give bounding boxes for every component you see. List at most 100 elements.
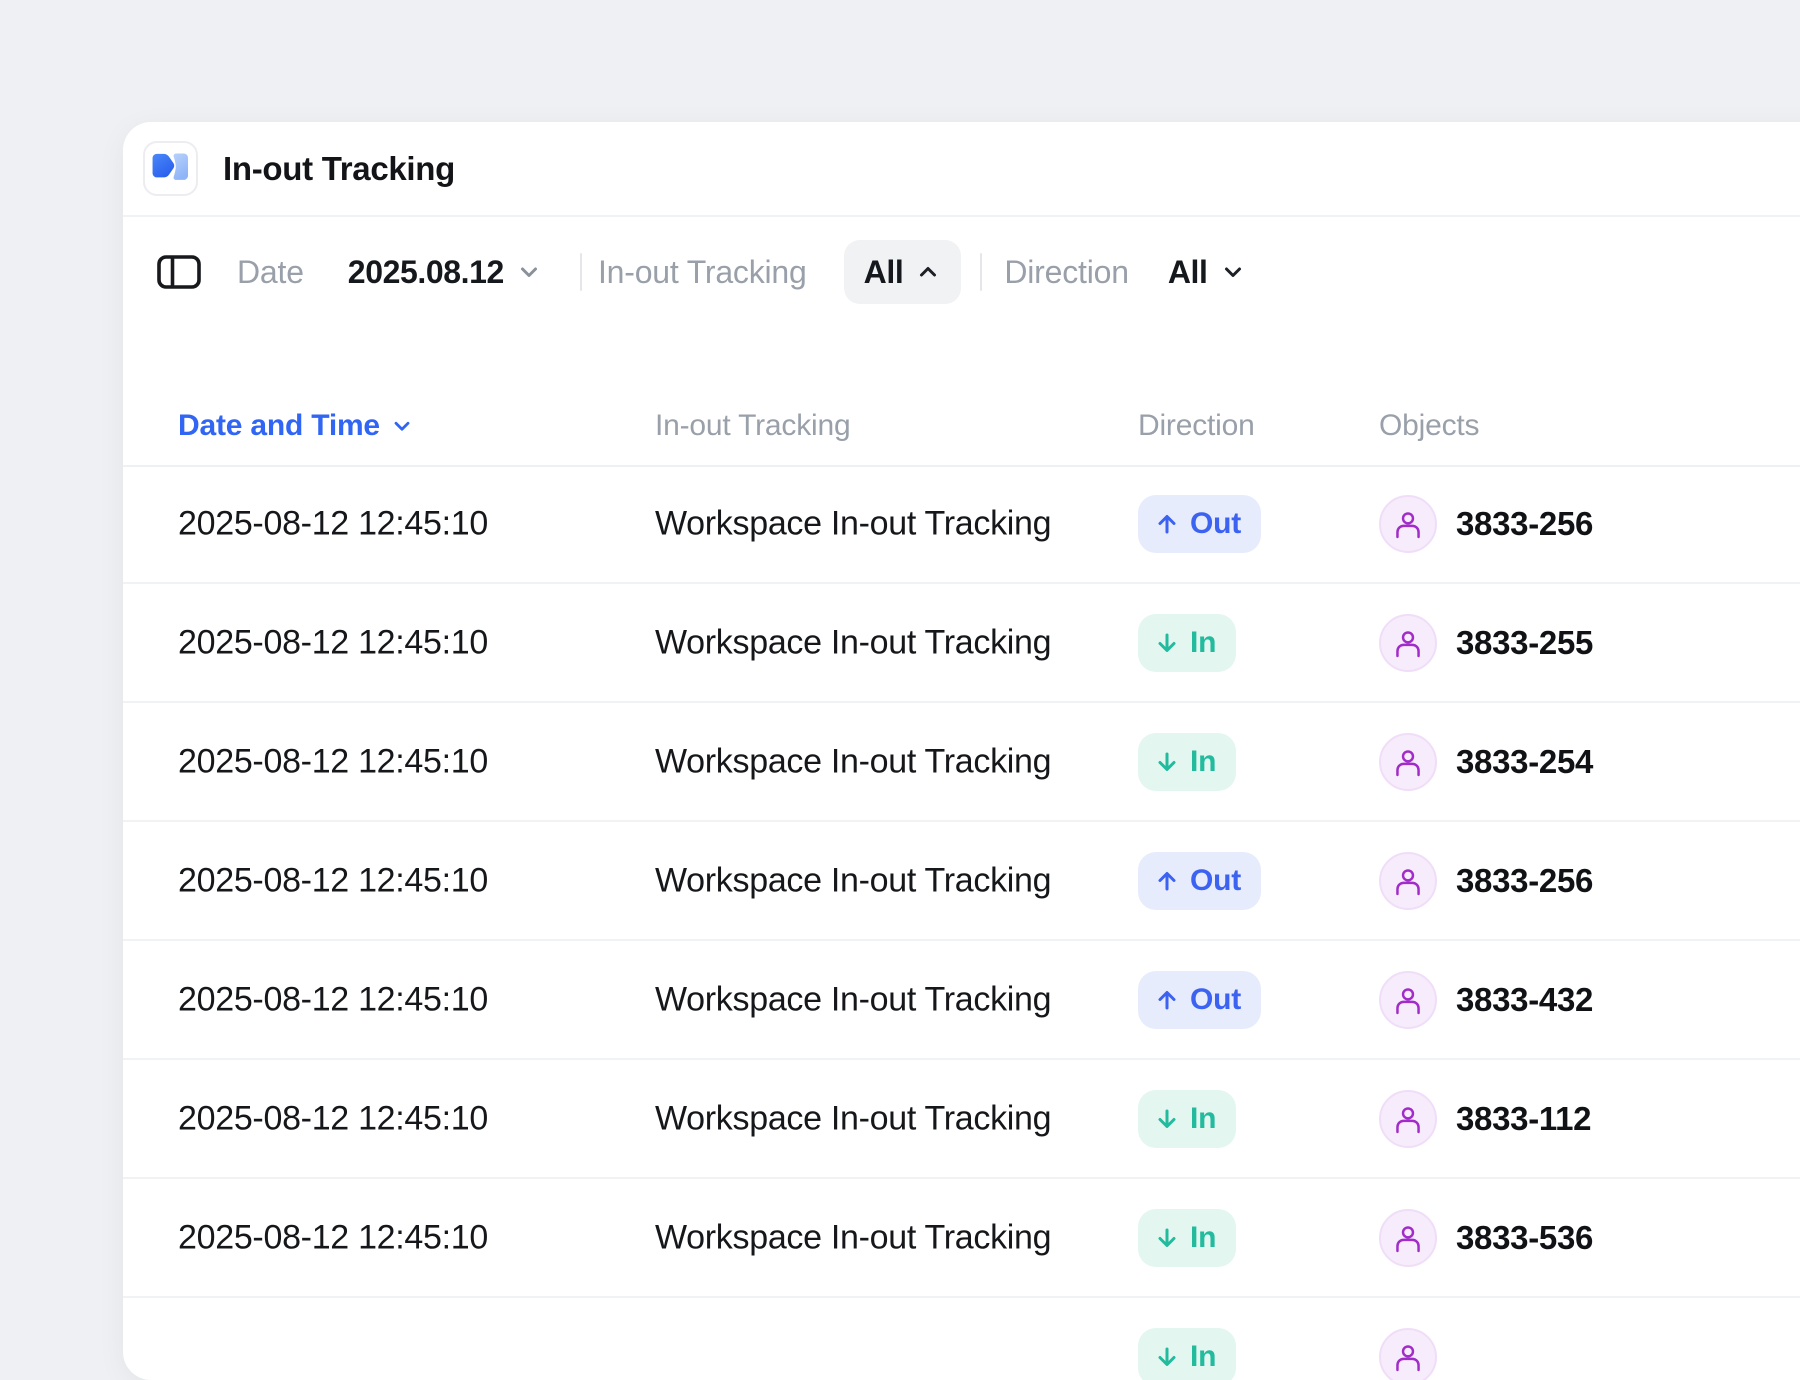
direction-filter-dropdown[interactable]: All (1168, 254, 1246, 291)
cell-tracking: Workspace In-out Tracking (655, 980, 1051, 1019)
cell-date-time: 2025-08-12 12:45:10 (178, 504, 488, 543)
direction-badge-in: In (1138, 614, 1236, 672)
cell-objects: 3833-256 (1379, 852, 1593, 910)
object-id: 3833-256 (1456, 862, 1593, 900)
table-row: In (123, 1298, 1800, 1380)
arrow-up-icon (1154, 511, 1180, 537)
date-filter-value: 2025.08.12 (348, 254, 504, 291)
cell-tracking: Workspace In-out Tracking (655, 623, 1051, 662)
direction-badge-in: In (1138, 1328, 1236, 1380)
column-header-tracking: In-out Tracking (655, 409, 850, 443)
arrow-down-icon (1154, 1106, 1180, 1132)
direction-filter-value: All (1168, 254, 1208, 291)
table-row: 2025-08-12 12:45:10 Workspace In-out Trac… (123, 584, 1800, 703)
cell-direction: In (1138, 1090, 1236, 1148)
object-id: 3833-255 (1456, 624, 1593, 662)
chevron-down-icon (516, 259, 542, 285)
cell-direction: In (1138, 614, 1236, 672)
direction-badge-label: In (1190, 745, 1216, 779)
table-header: Date and Time In-out Tracking Direction … (123, 387, 1800, 467)
cell-objects: 3833-536 (1379, 1209, 1593, 1267)
table-row: 2025-08-12 12:45:10 Workspace In-out Trac… (123, 465, 1800, 584)
tracking-filter-dropdown[interactable]: All (844, 240, 962, 304)
page-title: In-out Tracking (223, 150, 455, 188)
direction-badge-out: Out (1138, 971, 1261, 1029)
direction-badge-label: Out (1190, 507, 1241, 541)
cell-direction: Out (1138, 971, 1261, 1029)
cell-tracking: Workspace In-out Tracking (655, 504, 1051, 543)
arrow-up-icon (1154, 987, 1180, 1013)
cell-date-time: 2025-08-12 12:45:10 (178, 742, 488, 781)
person-icon (1379, 1209, 1437, 1267)
direction-badge-in: In (1138, 733, 1236, 791)
direction-badge-label: Out (1190, 864, 1241, 898)
object-id: 3833-432 (1456, 981, 1593, 1019)
direction-badge-out: Out (1138, 852, 1261, 910)
arrow-down-icon (1154, 630, 1180, 656)
person-icon (1379, 1328, 1437, 1380)
direction-badge-in: In (1138, 1090, 1236, 1148)
tracking-filter-label: In-out Tracking (598, 254, 807, 291)
cell-date-time: 2025-08-12 12:45:10 (178, 1218, 488, 1257)
person-icon (1379, 971, 1437, 1029)
cell-tracking: Workspace In-out Tracking (655, 1218, 1051, 1257)
cell-direction: Out (1138, 852, 1261, 910)
object-id: 3833-536 (1456, 1219, 1593, 1257)
direction-badge-label: In (1190, 1102, 1216, 1136)
cell-objects: 3833-254 (1379, 733, 1593, 791)
direction-filter-label: Direction (1004, 254, 1128, 291)
cell-date-time: 2025-08-12 12:45:10 (178, 980, 488, 1019)
window-header: In-out Tracking (123, 122, 1800, 217)
filter-divider (980, 253, 982, 291)
arrow-down-icon (1154, 1344, 1180, 1370)
arrow-down-icon (1154, 749, 1180, 775)
cell-date-time: 2025-08-12 12:45:10 (178, 1099, 488, 1138)
cell-date-time: 2025-08-12 12:45:10 (178, 623, 488, 662)
direction-badge-label: In (1190, 1340, 1216, 1374)
cell-direction: In (1138, 1209, 1236, 1267)
cell-direction: In (1138, 1328, 1236, 1380)
date-filter-dropdown[interactable]: 2025.08.12 (348, 254, 542, 291)
chevron-down-icon (1220, 259, 1246, 285)
direction-badge-in: In (1138, 1209, 1236, 1267)
cell-direction: Out (1138, 495, 1261, 553)
object-id: 3833-112 (1456, 1100, 1591, 1138)
person-icon (1379, 614, 1437, 672)
in-out-tracking-window: In-out Tracking Date 2025.08.12 In-out T… (123, 122, 1800, 1380)
cell-date-time: 2025-08-12 12:45:10 (178, 861, 488, 900)
direction-badge-label: In (1190, 626, 1216, 660)
person-icon (1379, 852, 1437, 910)
cell-tracking: Workspace In-out Tracking (655, 861, 1051, 900)
app-logo-icon (143, 141, 198, 196)
panel-left-icon[interactable] (157, 255, 201, 289)
column-header-date-time[interactable]: Date and Time (178, 409, 414, 443)
cell-tracking: Workspace In-out Tracking (655, 1099, 1051, 1138)
cell-direction: In (1138, 733, 1236, 791)
filter-divider (580, 253, 582, 291)
cell-objects: 3833-256 (1379, 495, 1593, 553)
column-header-direction: Direction (1138, 409, 1255, 443)
table-body: 2025-08-12 12:45:10 Workspace In-out Trac… (123, 465, 1800, 1380)
cell-objects: 3833-432 (1379, 971, 1593, 1029)
filter-bar: Date 2025.08.12 In-out Tracking All Dire… (123, 239, 1800, 305)
cell-objects: 3833-112 (1379, 1090, 1591, 1148)
object-id: 3833-256 (1456, 505, 1593, 543)
chevron-down-icon (390, 414, 414, 438)
cell-objects (1379, 1328, 1456, 1380)
tracking-filter-value: All (864, 254, 904, 291)
object-id: 3833-254 (1456, 743, 1593, 781)
table-row: 2025-08-12 12:45:10 Workspace In-out Trac… (123, 822, 1800, 941)
arrow-up-icon (1154, 868, 1180, 894)
table-row: 2025-08-12 12:45:10 Workspace In-out Trac… (123, 1060, 1800, 1179)
cell-objects: 3833-255 (1379, 614, 1593, 672)
date-filter-label: Date (237, 254, 304, 291)
person-icon (1379, 495, 1437, 553)
chevron-up-icon (915, 259, 941, 285)
table-row: 2025-08-12 12:45:10 Workspace In-out Trac… (123, 1179, 1800, 1298)
person-icon (1379, 733, 1437, 791)
direction-badge-label: Out (1190, 983, 1241, 1017)
column-header-objects: Objects (1379, 409, 1479, 443)
table-row: 2025-08-12 12:45:10 Workspace In-out Trac… (123, 941, 1800, 1060)
arrow-down-icon (1154, 1225, 1180, 1251)
